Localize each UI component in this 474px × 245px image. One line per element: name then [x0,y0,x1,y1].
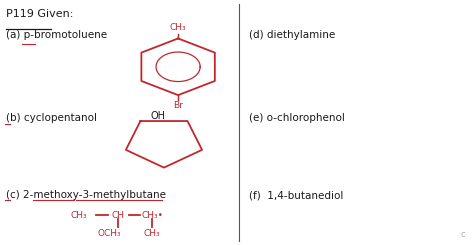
Text: Br: Br [173,101,183,110]
Text: CH₃: CH₃ [144,229,161,238]
Text: (c) 2-methoxy-3-methylbutane: (c) 2-methoxy-3-methylbutane [6,190,166,200]
Text: OCH₃: OCH₃ [98,229,122,238]
Text: (f)  1,4-butanediol: (f) 1,4-butanediol [249,190,343,200]
Text: CH₃: CH₃ [170,23,186,32]
Text: (b) cyclopentanol: (b) cyclopentanol [6,113,97,123]
Text: OH: OH [151,111,166,121]
Text: c: c [461,230,465,239]
Text: CH₃•: CH₃• [141,210,163,220]
Text: CH: CH [111,210,124,220]
Text: P119 Given:: P119 Given: [6,9,73,19]
Text: CH₃: CH₃ [71,210,88,220]
Text: (e) o-chlorophenol: (e) o-chlorophenol [249,113,345,123]
Text: (d) diethylamine: (d) diethylamine [249,30,335,40]
Text: (a) p-bromotoluene: (a) p-bromotoluene [6,30,107,40]
